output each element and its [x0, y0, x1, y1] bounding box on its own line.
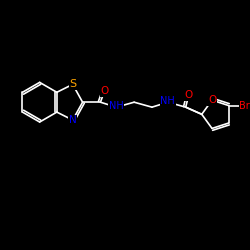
Text: O: O [100, 86, 108, 96]
Text: S: S [69, 79, 76, 89]
Text: Br: Br [239, 100, 250, 110]
Text: N: N [69, 115, 76, 125]
Text: O: O [184, 90, 193, 100]
Text: O: O [208, 95, 216, 105]
Text: NH: NH [109, 101, 124, 111]
Text: NH: NH [160, 96, 175, 106]
